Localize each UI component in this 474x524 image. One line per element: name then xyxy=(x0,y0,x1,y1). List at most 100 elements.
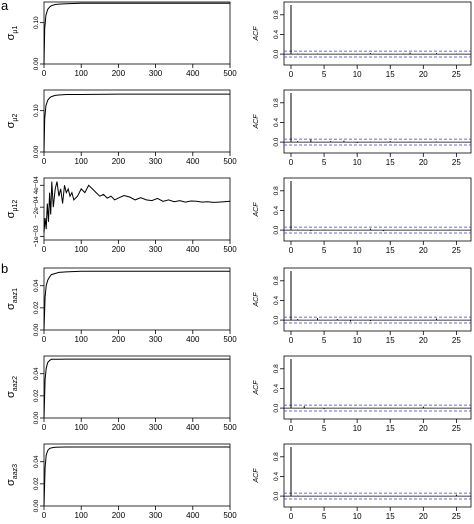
x-tick-label: 300 xyxy=(149,69,163,78)
y-tick-label: 0.00 xyxy=(33,57,40,70)
x-tick-label: 10 xyxy=(353,70,362,79)
x-tick-label: 15 xyxy=(386,336,395,345)
trace-line xyxy=(43,93,230,153)
x-tick-label: 0 xyxy=(289,336,294,345)
y-tick-label: 0.02 xyxy=(33,301,40,314)
plot-frame xyxy=(43,355,231,419)
y-tick-label: 0.8 xyxy=(273,98,280,107)
x-tick-label: 10 xyxy=(353,336,362,345)
x-tick-label: 400 xyxy=(186,157,200,166)
x-tick-label: 100 xyxy=(75,511,89,520)
y-axis-label: ACF xyxy=(253,114,260,130)
trace-line xyxy=(43,270,230,331)
x-tick-label: 200 xyxy=(112,335,126,344)
x-tick-label: 10 xyxy=(353,158,362,167)
acf-chart-11: 0 5 10 15 20 25 0.0 0.4 0.8 ACF xyxy=(253,443,472,521)
x-tick-label: 20 xyxy=(419,512,428,521)
x-tick-label: 5 xyxy=(322,336,327,345)
y-tick-label: 0.04 xyxy=(33,279,40,292)
plot-frame xyxy=(283,89,472,154)
x-tick-label: 300 xyxy=(149,335,163,344)
x-tick-label: 100 xyxy=(75,157,89,166)
y-tick-label: 0.04 xyxy=(33,455,40,468)
x-tick-label: 10 xyxy=(353,246,362,255)
x-tick-label: 20 xyxy=(419,336,428,345)
x-tick-label: 100 xyxy=(75,245,89,254)
trace-line xyxy=(43,181,231,233)
x-tick-label: 15 xyxy=(386,424,395,433)
x-tick-label: 25 xyxy=(452,336,461,345)
x-tick-label: 15 xyxy=(386,158,395,167)
y-axis-label: σaaz1 xyxy=(5,288,19,310)
x-tick-label: 0 xyxy=(42,69,47,78)
panel-label-b: b xyxy=(1,261,8,276)
x-tick-label: 20 xyxy=(419,246,428,255)
plot-frame xyxy=(43,1,231,65)
y-tick-label: 0.0 xyxy=(273,403,280,412)
x-tick-label: 15 xyxy=(386,512,395,521)
x-tick-label: 25 xyxy=(452,70,461,79)
x-tick-label: 0 xyxy=(289,424,294,433)
y-axis-label: σμ12 xyxy=(5,200,19,219)
y-axis-label: ACF xyxy=(253,468,260,484)
x-tick-label: 500 xyxy=(223,511,237,520)
y-axis-label: σaaz2 xyxy=(5,376,19,398)
y-tick-label: 0.0 xyxy=(273,491,280,500)
plot-frame xyxy=(43,267,231,331)
x-tick-label: 400 xyxy=(186,245,200,254)
x-tick-label: 15 xyxy=(386,246,395,255)
x-tick-label: 400 xyxy=(186,69,200,78)
y-tick-label: 0.8 xyxy=(273,186,280,195)
y-tick-label: 0.4 xyxy=(273,30,280,39)
y-tick-label: −2e−04 xyxy=(33,196,40,218)
plot-frame xyxy=(283,177,472,242)
x-tick-label: 10 xyxy=(353,512,362,521)
x-tick-label: 200 xyxy=(112,511,126,520)
x-tick-label: 400 xyxy=(186,335,200,344)
x-tick-label: 200 xyxy=(112,245,126,254)
y-tick-label: 0.4 xyxy=(273,384,280,393)
plot-frame xyxy=(43,443,231,507)
acf-chart-3: 0 5 10 15 20 25 0.0 0.4 0.8 ACF xyxy=(253,89,472,167)
x-tick-label: 0 xyxy=(289,246,294,255)
y-axis-label: ACF xyxy=(253,202,260,218)
y-tick-label: 0.00 xyxy=(33,323,40,336)
x-tick-label: 100 xyxy=(75,69,89,78)
y-tick-label: 0.00 xyxy=(33,145,40,158)
y-tick-label: 0.00 xyxy=(33,499,40,512)
x-tick-label: 0 xyxy=(42,423,47,432)
x-tick-label: 300 xyxy=(149,245,163,254)
y-tick-label: 0.4 xyxy=(273,296,280,305)
acf-chart-9: 0 5 10 15 20 25 0.0 0.4 0.8 ACF xyxy=(253,355,472,433)
x-tick-label: 400 xyxy=(186,511,200,520)
x-tick-label: 300 xyxy=(149,423,163,432)
x-tick-label: 25 xyxy=(452,424,461,433)
x-tick-label: 20 xyxy=(419,424,428,433)
x-tick-label: 5 xyxy=(322,246,327,255)
x-tick-label: 500 xyxy=(223,245,237,254)
x-tick-label: 25 xyxy=(452,158,461,167)
x-tick-label: 5 xyxy=(322,424,327,433)
x-tick-label: 200 xyxy=(112,157,126,166)
x-tick-label: 20 xyxy=(419,158,428,167)
y-axis-label: σμ1 xyxy=(5,26,19,41)
y-tick-label: 0.10 xyxy=(33,104,40,117)
x-tick-label: 0 xyxy=(289,512,294,521)
acf-chart-5: 0 5 10 15 20 25 0.0 0.4 0.8 ACF xyxy=(253,177,472,255)
x-tick-label: 100 xyxy=(75,335,89,344)
y-axis-label: ACF xyxy=(253,26,260,42)
plot-frame xyxy=(283,1,472,66)
y-axis-label: σaaz3 xyxy=(5,464,19,486)
x-tick-label: 200 xyxy=(112,423,126,432)
y-tick-label: 0.00 xyxy=(33,411,40,424)
y-axis-label: ACF xyxy=(253,292,260,308)
x-tick-label: 0 xyxy=(42,335,47,344)
x-tick-label: 0 xyxy=(289,70,294,79)
x-tick-label: 5 xyxy=(322,512,327,521)
acf-chart-7: 0 5 10 15 20 25 0.0 0.4 0.8 ACF xyxy=(253,267,472,345)
y-tick-label: 0.0 xyxy=(273,137,280,146)
x-tick-label: 25 xyxy=(452,246,461,255)
trace-chart-2: 0 100 200 300 400 500 0.00 0.10 σμ2 xyxy=(5,89,237,166)
trace-line xyxy=(43,446,230,507)
